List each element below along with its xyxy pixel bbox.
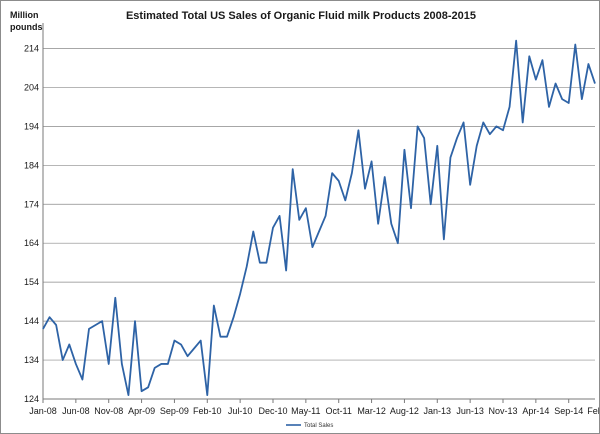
y-axis-label-line-1: Million xyxy=(10,10,39,20)
x-tick-label: Jan-13 xyxy=(424,406,452,416)
x-tick-label: Mar-12 xyxy=(357,406,386,416)
x-tick-label: Aug-12 xyxy=(390,406,419,416)
y-tick-134: 134 xyxy=(24,355,39,365)
y-tick-194: 194 xyxy=(24,121,39,131)
x-tick-label: Jul-10 xyxy=(228,406,253,416)
y-axis-ticks: 124 134 144 154 164 174 184 194 204 214 xyxy=(24,43,39,404)
x-tick-label: Dec-10 xyxy=(258,406,287,416)
x-tick-label: Jun-13 xyxy=(456,406,484,416)
x-axis-ticks: Jan-08 Jun-08 Nov-08 Apr-09 Sep-09 Feb-10 Jul-… xyxy=(29,399,599,416)
y-tick-164: 164 xyxy=(24,238,39,248)
x-tick-label: Feb-15 xyxy=(587,406,599,416)
gridlines xyxy=(43,48,595,361)
y-tick-204: 204 xyxy=(24,82,39,92)
x-tick-label: Jan-08 xyxy=(29,406,57,416)
y-tick-124: 124 xyxy=(24,394,39,404)
x-tick-label: May-11 xyxy=(291,406,320,416)
y-tick-154: 154 xyxy=(24,277,39,287)
y-tick-174: 174 xyxy=(24,199,39,209)
chart-title: Estimated Total US Sales of Organic Flui… xyxy=(126,10,476,22)
series-line-total-sales xyxy=(42,39,596,397)
y-tick-184: 184 xyxy=(24,160,39,170)
x-tick-label: Nov-08 xyxy=(94,406,123,416)
x-tick-label: Jun-08 xyxy=(62,406,90,416)
x-tick-label: Feb-10 xyxy=(193,406,222,416)
x-tick-label: Apr-14 xyxy=(522,406,549,416)
x-tick-label: Apr-09 xyxy=(128,406,155,416)
series-group xyxy=(42,39,596,397)
x-tick-label: Nov-13 xyxy=(488,406,517,416)
y-axis-label-line-2: pounds xyxy=(10,22,43,32)
legend: Total Sales xyxy=(286,423,333,429)
y-tick-214: 214 xyxy=(24,43,39,53)
x-tick-label: Sep-09 xyxy=(160,406,189,416)
y-tick-144: 144 xyxy=(24,316,39,326)
x-tick-label: Sep-14 xyxy=(554,406,583,416)
x-tick-label: Oct-11 xyxy=(326,406,352,416)
legend-label: Total Sales xyxy=(304,423,333,429)
